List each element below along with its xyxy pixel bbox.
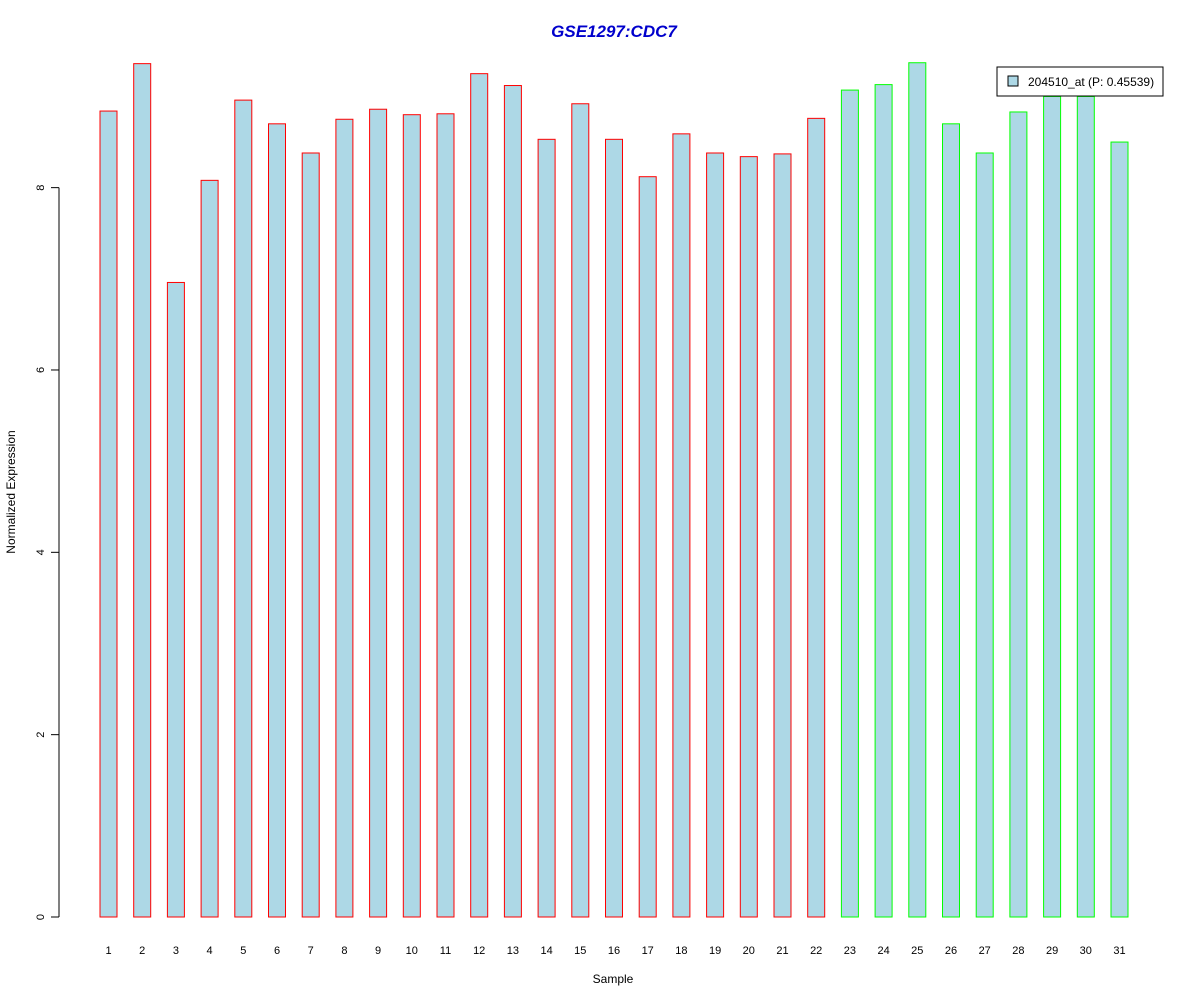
- chart-title: GSE1297:CDC7: [551, 22, 678, 41]
- x-tick-label: 28: [1012, 945, 1024, 957]
- bar-sample-2: [133, 63, 152, 918]
- x-tick-label: 16: [608, 945, 620, 957]
- bar-sample-24: [874, 84, 893, 918]
- legend-box: [996, 66, 1164, 97]
- x-tick-label: 31: [1113, 945, 1125, 957]
- x-tick-label: 29: [1046, 945, 1058, 957]
- bar-sample-6: [268, 123, 286, 918]
- bar-sample-29: [1043, 95, 1062, 918]
- x-tick-label: 21: [776, 945, 788, 957]
- bar-sample-15: [571, 103, 590, 918]
- bars: [99, 62, 1129, 918]
- bar-sample-28: [1009, 111, 1028, 918]
- bar-sample-27: [975, 152, 994, 918]
- x-tick-label: 14: [540, 945, 552, 957]
- legend-swatch: [1007, 75, 1019, 87]
- bar-sample-4: [200, 179, 219, 918]
- bar-sample-30: [1076, 95, 1095, 918]
- y-axis-label: Normalized Expression: [4, 430, 18, 553]
- x-tick-labels: 1 2 3 4 5 6 7 8 9 10 11 12 13 14 15 16 17 18 19 20 21 22 23 24 2…: [105, 945, 1125, 957]
- x-tick-label: 17: [642, 945, 654, 957]
- bar-sample-25: [908, 62, 927, 918]
- bar-sample-7: [301, 152, 320, 918]
- legend-label: 204510_at (P: 0.45539): [1028, 75, 1154, 89]
- x-tick-label: 15: [574, 945, 586, 957]
- x-tick-label: 11: [440, 945, 451, 957]
- x-tick-label: 18: [675, 945, 687, 957]
- x-tick-label: 2: [139, 945, 145, 957]
- bar-sample-9: [369, 108, 388, 918]
- x-tick-label: 8: [341, 945, 347, 957]
- x-tick-label: 27: [979, 945, 991, 957]
- bar-sample-13: [503, 85, 522, 918]
- bar-sample-20: [739, 156, 758, 918]
- legend: 204510_at (P: 0.45539): [996, 66, 1164, 97]
- x-tick-label: 6: [274, 945, 280, 957]
- bar-sample-16: [605, 138, 623, 918]
- x-tick-label: 12: [473, 945, 485, 957]
- x-tick-label: 1: [105, 945, 111, 957]
- x-tick-label: 25: [911, 945, 923, 957]
- y-tick-label: 8: [35, 185, 47, 191]
- bar-sample-22: [807, 117, 826, 918]
- bar-sample-17: [638, 176, 657, 918]
- bar-sample-11: [436, 113, 455, 918]
- y-tick-label: 4: [35, 549, 47, 555]
- bar-sample-14: [537, 138, 556, 918]
- x-tick-label: 22: [810, 945, 822, 957]
- x-tick-label: 7: [308, 945, 314, 957]
- bar-sample-1: [99, 110, 118, 918]
- bar-sample-3: [166, 281, 185, 918]
- y-tick-label: 0: [35, 914, 47, 920]
- x-tick-label: 23: [844, 945, 856, 957]
- x-tick-label: 10: [406, 945, 418, 957]
- x-tick-label: 20: [743, 945, 755, 957]
- bar-sample-18: [672, 133, 691, 918]
- x-axis-label: Sample: [593, 972, 634, 986]
- x-tick-label: 9: [375, 945, 381, 957]
- bar-sample-5: [234, 99, 253, 918]
- bar-sample-12: [470, 73, 489, 918]
- bar-sample-21: [773, 153, 792, 918]
- x-tick-label: 4: [207, 945, 213, 957]
- bar-sample-31: [1110, 141, 1129, 918]
- y-tick-label: 2: [35, 732, 47, 738]
- x-tick-label: 13: [507, 945, 519, 957]
- bar-sample-23: [840, 89, 859, 918]
- bar-sample-8: [335, 118, 354, 918]
- y-axis: 0 2 4 6 8: [35, 185, 60, 920]
- bar-sample-19: [706, 152, 725, 918]
- x-tick-label: 19: [709, 945, 721, 957]
- y-tick-label: 6: [35, 367, 47, 373]
- bar-sample-26: [942, 123, 960, 918]
- x-tick-label: 30: [1080, 945, 1092, 957]
- x-tick-label: 26: [945, 945, 957, 957]
- bar-sample-10: [402, 114, 421, 918]
- x-tick-label: 3: [173, 945, 179, 957]
- x-tick-label: 24: [877, 945, 889, 957]
- x-tick-label: 5: [240, 945, 246, 957]
